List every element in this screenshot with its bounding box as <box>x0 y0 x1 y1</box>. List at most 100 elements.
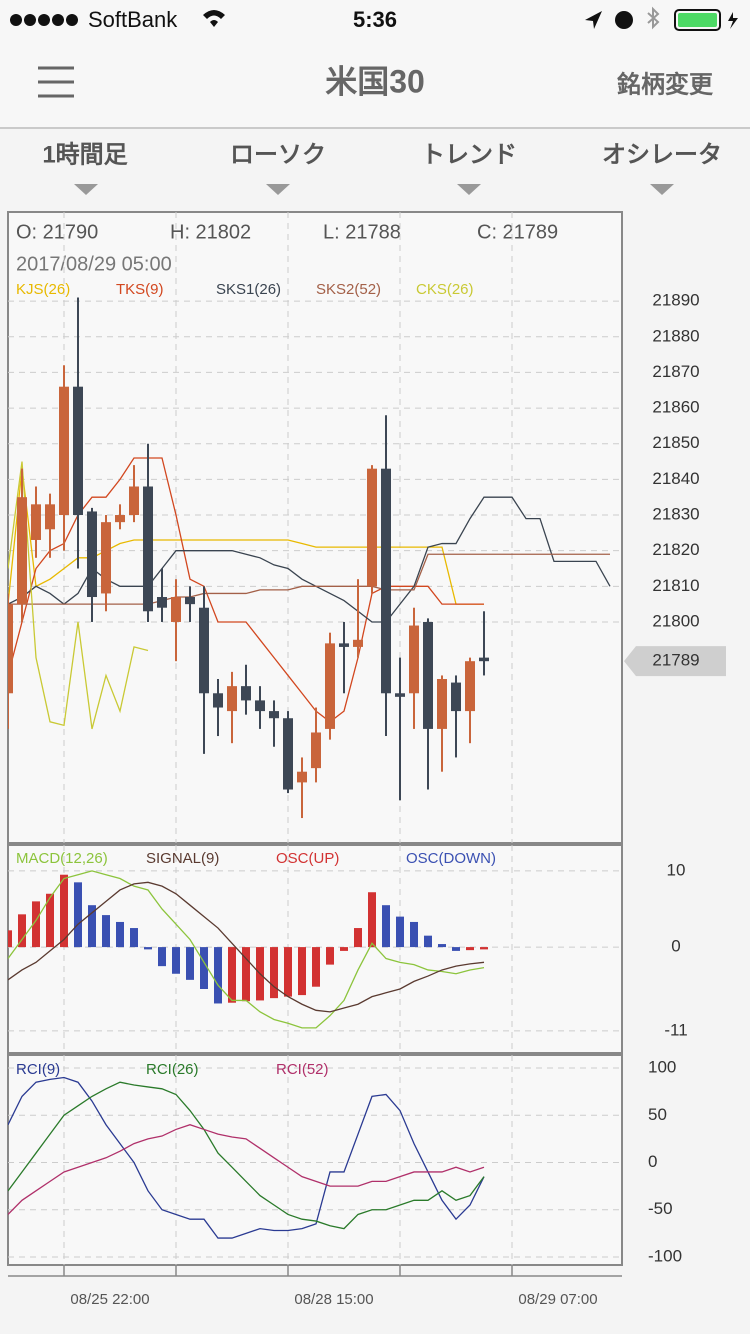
candle-body <box>437 679 447 729</box>
osc-bar <box>438 944 446 948</box>
legend-entry: RCI(26) <box>146 1061 199 1078</box>
y-tick-label: 0 <box>671 937 680 956</box>
clock: 5:36 <box>353 7 397 32</box>
osc-bar <box>480 947 488 950</box>
osc-bar <box>18 914 26 948</box>
tab[interactable]: ローソク <box>230 141 326 195</box>
tab-arrow <box>650 184 674 195</box>
last-price-label: 21789 <box>652 651 699 670</box>
tab-arrow <box>74 184 98 195</box>
last-price-box <box>624 646 726 677</box>
tab-arrow <box>457 184 481 195</box>
osc-bar <box>312 947 320 987</box>
candle-body <box>129 486 139 516</box>
y-tick-label: 0 <box>648 1152 657 1171</box>
tab-label[interactable]: ローソク <box>230 141 326 168</box>
osc-bar <box>88 905 96 948</box>
candle-body <box>31 504 41 540</box>
y-tick-label: 21820 <box>652 540 699 559</box>
osc-bar <box>228 947 236 1003</box>
menu-button[interactable] <box>38 66 74 98</box>
plot-area <box>8 1055 622 1265</box>
osc-bar <box>130 928 138 948</box>
battery <box>674 9 721 31</box>
osc-bar <box>466 947 474 951</box>
y-tick-label: 50 <box>648 1105 667 1124</box>
series-line <box>8 881 485 1013</box>
legend-entry: OSC(DOWN) <box>406 850 496 867</box>
location-icon <box>585 11 602 29</box>
alarm-icon <box>615 11 633 29</box>
legend-entry: CKS(26) <box>416 281 474 298</box>
osc-bar <box>200 947 208 989</box>
x-tick-label: 08/29 07:00 <box>518 1291 597 1308</box>
candle-body <box>325 643 335 729</box>
change-symbol-button[interactable]: 銘柄変更 <box>617 70 714 98</box>
y-tick-label: 21850 <box>652 433 699 452</box>
series-line <box>8 553 610 605</box>
tab-label[interactable]: トレンド <box>421 141 517 168</box>
y-tick-label: 21810 <box>652 576 699 595</box>
osc-bar <box>46 893 54 948</box>
osc-bar <box>242 947 250 1002</box>
y-tick-label: 10 <box>667 860 686 879</box>
candle-body <box>381 468 391 694</box>
candle-body <box>311 732 321 769</box>
candle-body <box>213 693 223 708</box>
osc-bar <box>8 930 12 948</box>
osc-bar <box>410 921 418 948</box>
y-tick-label: 21840 <box>652 469 699 488</box>
legend-entry: KJS(26) <box>16 281 70 298</box>
osc-bar <box>396 916 404 948</box>
candle-body <box>17 497 27 605</box>
y-tick-label: -11 <box>664 1020 687 1039</box>
candle-body <box>171 597 181 622</box>
series-line <box>8 870 485 1029</box>
y-tick-label: -100 <box>648 1246 682 1265</box>
osc-bar <box>354 928 362 948</box>
y-tick-label: 21830 <box>652 505 699 524</box>
tab-label[interactable]: 1時間足 <box>42 141 127 168</box>
candle-body <box>115 515 125 523</box>
osc-bar <box>284 947 292 997</box>
osc-bar <box>214 947 222 1004</box>
ohlc-low: L: 21788 <box>323 221 401 243</box>
tab-label[interactable]: オシレータ <box>602 141 722 168</box>
ohlc-high: H: 21802 <box>170 221 251 243</box>
osc-bar <box>298 947 306 996</box>
osc-bar <box>340 947 348 951</box>
osc-bar <box>424 935 432 948</box>
osc-bar <box>368 892 376 948</box>
candle-body <box>73 386 83 516</box>
y-tick-label: 21870 <box>652 362 699 381</box>
charging-icon <box>728 12 738 29</box>
tab[interactable]: 1時間足 <box>42 141 128 195</box>
candle-body <box>185 597 195 605</box>
battery-level <box>678 13 717 27</box>
y-tick-label: 100 <box>648 1058 676 1077</box>
osc-bar <box>382 905 390 948</box>
plot-area <box>8 845 622 1053</box>
legend-entry: TKS(9) <box>116 281 164 298</box>
candle-body <box>59 386 69 516</box>
candle-body <box>101 522 111 594</box>
candle-body <box>339 643 349 647</box>
osc-bar <box>326 947 334 965</box>
y-tick-label: -50 <box>648 1199 673 1218</box>
osc-bar <box>186 947 194 980</box>
signal-dots <box>10 14 78 26</box>
y-tick-label: 21890 <box>652 291 699 310</box>
bluetooth-icon <box>647 6 660 30</box>
legend-entry: RCI(9) <box>16 1061 60 1078</box>
candle-body <box>157 597 167 608</box>
candle-body <box>451 682 461 712</box>
candle-date: 2017/08/29 05:00 <box>16 253 172 275</box>
tab[interactable]: トレンド <box>421 141 517 195</box>
osc-bar <box>102 915 110 948</box>
tab[interactable]: オシレータ <box>602 141 722 195</box>
candle-body <box>367 468 377 587</box>
legend-entry: OSC(UP) <box>276 850 339 867</box>
candle-body <box>409 625 419 694</box>
osc-bar <box>116 921 124 948</box>
